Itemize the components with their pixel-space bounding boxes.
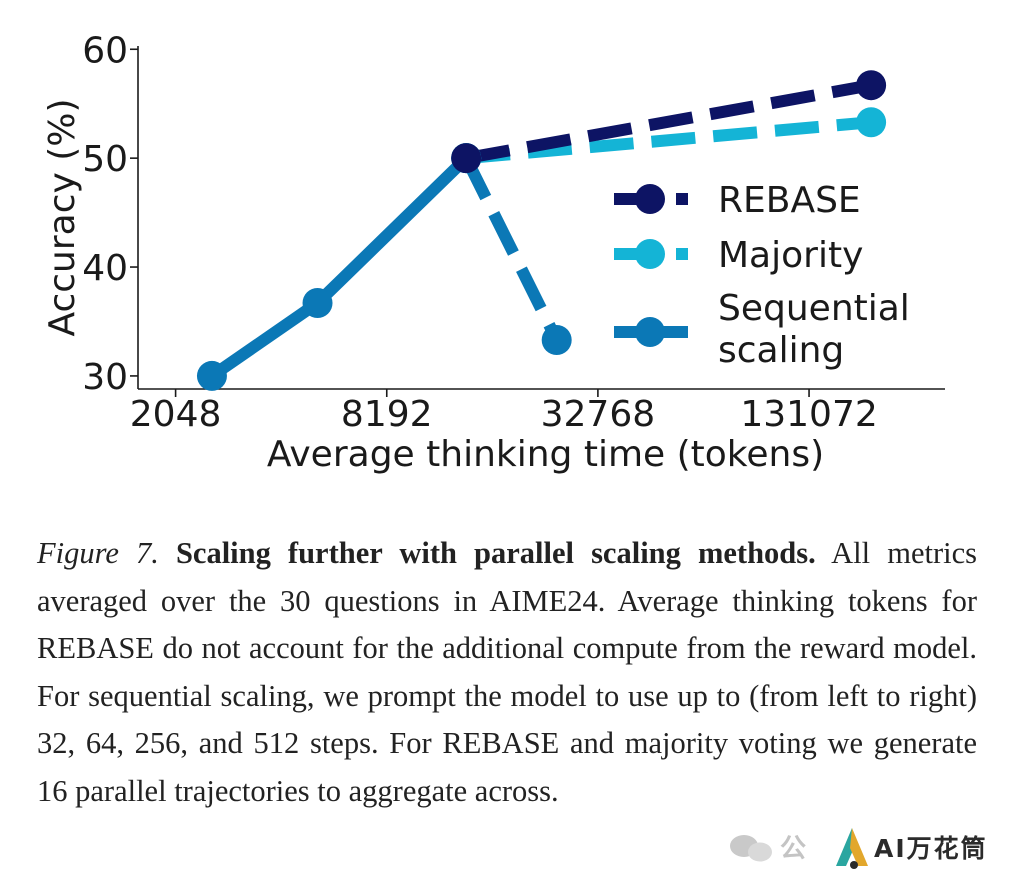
data-point xyxy=(541,325,572,355)
axes: 2048 8192 32768 131072 30 40 50 60 Average thi… xyxy=(42,30,945,475)
y-axis-label: Accuracy (%) xyxy=(42,98,83,336)
series-group xyxy=(196,70,887,391)
watermark-prefix: 公 xyxy=(780,834,806,864)
wechat-icon xyxy=(730,835,772,862)
x-tick-label: 8192 xyxy=(341,394,433,435)
legend-label: scaling xyxy=(718,330,844,371)
y-tick-label: 50 xyxy=(82,139,128,180)
legend-label: Majority xyxy=(718,235,863,276)
legend-marker xyxy=(635,317,665,347)
legend-label: REBASE xyxy=(718,180,861,221)
figure-caption: Figure 7. Scaling further with parallel … xyxy=(37,530,977,815)
chart: 2048 8192 32768 131072 30 40 50 60 Average thi… xyxy=(42,30,945,475)
caption-figure-number: Figure 7. xyxy=(37,536,159,570)
series-line xyxy=(465,116,872,165)
series-line xyxy=(465,79,873,165)
brand-logo-icon xyxy=(836,828,868,869)
y-ticks: 30 40 50 60 xyxy=(82,30,138,398)
legend-marker xyxy=(635,239,665,269)
legend-label: Sequential xyxy=(718,288,910,329)
data-point xyxy=(451,143,482,174)
data-point xyxy=(856,70,887,101)
data-point xyxy=(196,360,227,391)
series-line xyxy=(205,152,473,382)
x-tick-label: 32768 xyxy=(541,394,656,435)
x-tick-label: 2048 xyxy=(130,394,222,435)
watermark: 公 AI万花筒 xyxy=(730,828,988,869)
caption-body: All metrics averaged over the 30 questio… xyxy=(37,536,977,808)
series-line xyxy=(460,155,563,343)
x-ticks: 2048 8192 32768 131072 xyxy=(130,389,878,435)
x-tick-label: 131072 xyxy=(740,394,877,435)
legend-marker xyxy=(635,184,665,214)
y-tick-label: 40 xyxy=(82,248,128,289)
y-tick-label: 30 xyxy=(82,357,128,398)
caption-title: Scaling further with parallel scaling me… xyxy=(175,536,816,570)
y-tick-label: 60 xyxy=(82,30,128,71)
data-point xyxy=(856,107,887,138)
data-point xyxy=(302,287,333,318)
watermark-brand: AI万花筒 xyxy=(874,834,988,863)
x-axis-label: Average thinking time (tokens) xyxy=(267,434,824,475)
